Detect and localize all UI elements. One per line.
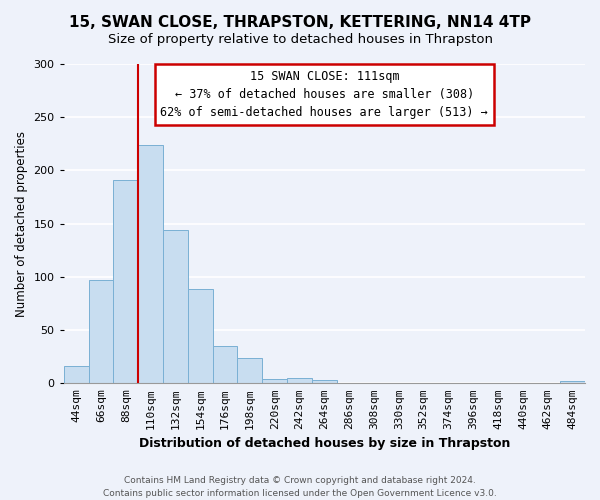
Bar <box>560 381 585 384</box>
Y-axis label: Number of detached properties: Number of detached properties <box>15 130 28 316</box>
Bar <box>113 180 138 384</box>
Bar <box>287 378 312 384</box>
Bar <box>212 346 238 384</box>
Bar <box>262 379 287 384</box>
Bar <box>64 366 89 384</box>
Bar <box>163 230 188 384</box>
Bar <box>312 380 337 384</box>
Bar <box>238 358 262 384</box>
Text: Contains HM Land Registry data © Crown copyright and database right 2024.
Contai: Contains HM Land Registry data © Crown c… <box>103 476 497 498</box>
Bar <box>89 280 113 384</box>
Bar <box>138 145 163 384</box>
Text: 15 SWAN CLOSE: 111sqm
← 37% of detached houses are smaller (308)
62% of semi-det: 15 SWAN CLOSE: 111sqm ← 37% of detached … <box>160 70 488 120</box>
X-axis label: Distribution of detached houses by size in Thrapston: Distribution of detached houses by size … <box>139 437 510 450</box>
Text: Size of property relative to detached houses in Thrapston: Size of property relative to detached ho… <box>107 32 493 46</box>
Bar <box>188 288 212 384</box>
Text: 15, SWAN CLOSE, THRAPSTON, KETTERING, NN14 4TP: 15, SWAN CLOSE, THRAPSTON, KETTERING, NN… <box>69 15 531 30</box>
